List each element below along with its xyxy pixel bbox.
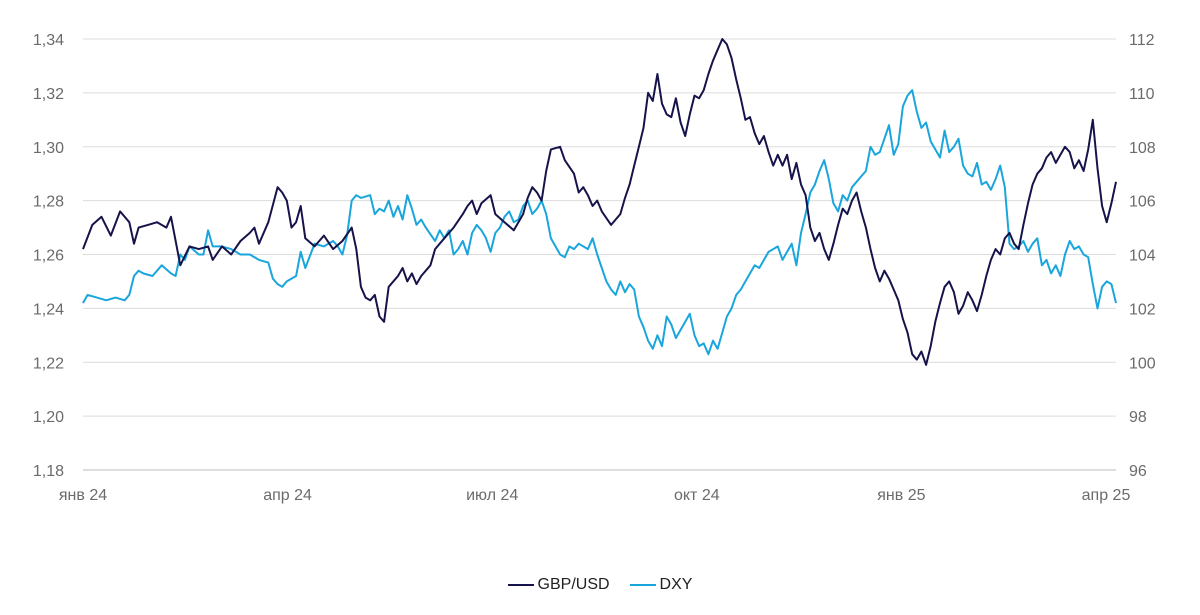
legend-swatch-dxy: [629, 584, 656, 586]
left-y-axis: 1,18 1,20 1,22 1,24 1,26 1,28 1,30 1,32 1,34: [33, 32, 64, 480]
left-tick-label: 1,22: [33, 355, 64, 372]
left-tick-label: 1,24: [33, 301, 64, 318]
right-y-axis: 96 98 100 102 104 106 108 110 112: [1129, 32, 1156, 480]
right-tick-label: 96: [1129, 463, 1147, 480]
legend: GBP/USD DXY: [0, 576, 1200, 594]
series-line-gbpusd: [82, 38, 1117, 366]
left-tick-label: 1,18: [33, 463, 64, 480]
legend-label-gbpusd: GBP/USD: [537, 576, 610, 593]
x-tick-label: апр 24: [263, 487, 312, 504]
left-tick-label: 1,30: [33, 140, 64, 157]
x-axis: янв 24 апр 24 июл 24 окт 24 янв 25 апр 25: [59, 487, 1131, 504]
left-tick-label: 1,26: [33, 248, 64, 265]
series-layer: [82, 38, 1117, 366]
left-tick-label: 1,28: [33, 194, 64, 211]
x-tick-label: окт 24: [674, 487, 720, 504]
series-line-dxy: [82, 89, 1117, 356]
legend-swatch-gbpusd: [507, 584, 534, 586]
legend-item-gbpusd: GBP/USD: [507, 576, 610, 594]
right-tick-label: 112: [1129, 32, 1155, 49]
x-tick-label: янв 25: [877, 487, 925, 504]
right-tick-label: 100: [1129, 355, 1156, 372]
right-tick-label: 106: [1129, 194, 1156, 211]
legend-item-dxy: DXY: [629, 576, 693, 594]
x-tick-label: апр 25: [1082, 487, 1131, 504]
x-tick-label: июл 24: [466, 487, 518, 504]
right-tick-label: 110: [1129, 86, 1155, 103]
left-tick-label: 1,32: [33, 86, 64, 103]
chart: 1,181,201,221,241,261,281,301,321,34 969…: [33, 32, 1156, 504]
left-tick-label: 1,20: [33, 409, 64, 426]
x-tick-label: янв 24: [59, 487, 107, 504]
right-tick-label: 102: [1129, 301, 1156, 318]
grid: [83, 38, 1116, 471]
left-tick-label: 1,34: [33, 32, 64, 49]
legend-label-dxy: DXY: [659, 576, 693, 593]
right-tick-label: 104: [1129, 248, 1156, 265]
right-tick-label: 108: [1129, 140, 1156, 157]
right-tick-label: 98: [1129, 409, 1147, 426]
